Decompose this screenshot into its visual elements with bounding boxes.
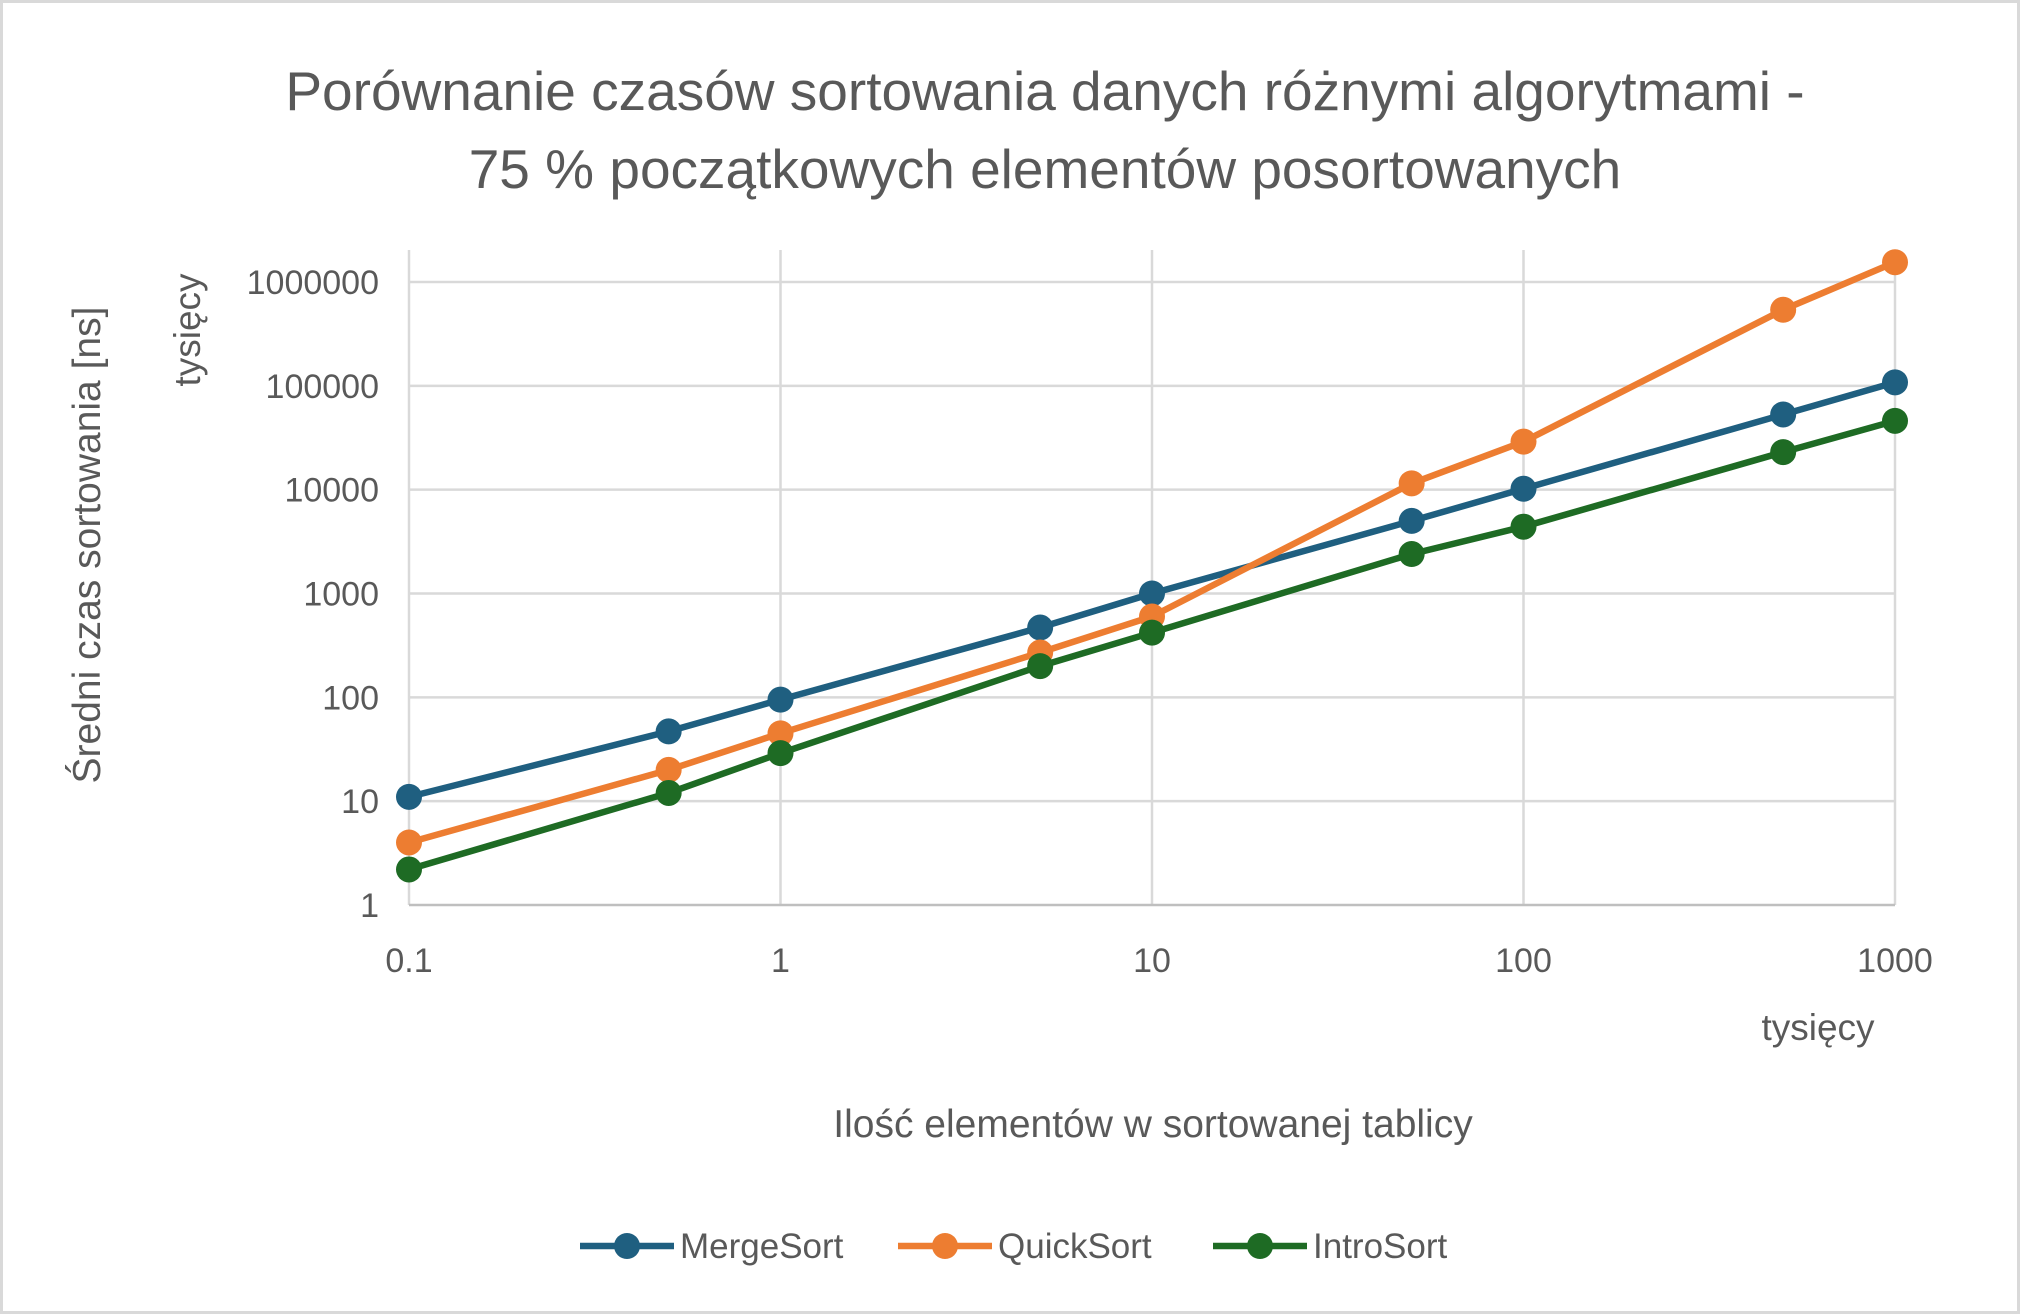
y-tick-label: 10	[341, 783, 379, 821]
data-point-introsort	[1398, 541, 1425, 568]
chart-title-line-1: Porównanie czasów sortowania danych różn…	[285, 60, 1804, 122]
data-point-introsort	[396, 856, 422, 883]
legend-label-quicksort: QuickSort	[998, 1227, 1152, 1266]
legend-marker-mergesort	[614, 1233, 640, 1259]
legend: MergeSort QuickSort IntroSort	[580, 1227, 1447, 1266]
data-point-mergesort	[1770, 401, 1797, 428]
data-point-quicksort	[396, 829, 422, 856]
data-point-quicksort	[1398, 470, 1425, 497]
x-tick-label: 1000	[1857, 942, 1933, 980]
series-mergesort	[396, 369, 1908, 810]
series-introsort	[396, 407, 1908, 883]
data-point-introsort	[1139, 619, 1165, 646]
x-tick-label: 0.1	[385, 942, 432, 980]
data-point-introsort	[767, 740, 794, 767]
y-tick-label: 1000	[303, 576, 379, 614]
y-axis-ticks: 1 10 100 1000 10000 100000 1000000	[247, 264, 379, 925]
data-point-mergesort	[396, 783, 422, 810]
legend-item-introsort: IntroSort	[1213, 1227, 1447, 1266]
y-tick-label: 1	[360, 887, 379, 925]
x-tick-label: 10	[1133, 942, 1171, 980]
y-axis-unit-label: tysięcy	[167, 273, 208, 387]
x-axis-ticks: 0.1 1 10 100 1000	[385, 942, 1932, 980]
data-point-introsort	[1882, 407, 1908, 434]
data-point-quicksort	[1770, 296, 1797, 323]
data-point-quicksort	[767, 720, 794, 747]
y-tick-label: 100000	[266, 368, 379, 406]
legend-label-mergesort: MergeSort	[680, 1227, 844, 1266]
y-tick-label: 1000000	[247, 264, 379, 302]
legend-marker-introsort	[1247, 1233, 1273, 1259]
series-layer	[396, 249, 1908, 883]
data-point-quicksort	[1510, 428, 1537, 455]
x-tick-label: 1	[771, 942, 790, 980]
data-point-introsort	[1770, 439, 1797, 466]
data-point-quicksort	[1882, 249, 1908, 276]
data-point-mergesort	[1510, 475, 1537, 502]
y-tick-label: 10000	[284, 472, 379, 510]
data-point-mergesort	[1398, 507, 1425, 534]
data-point-introsort	[1510, 513, 1537, 540]
chart-title-line-2: 75 % początkowych elementów posortowanyc…	[469, 138, 1622, 200]
data-point-mergesort	[1027, 614, 1054, 641]
data-point-introsort	[655, 779, 682, 806]
y-tick-label: 100	[322, 679, 379, 717]
legend-item-quicksort: QuickSort	[898, 1227, 1152, 1266]
legend-label-introsort: IntroSort	[1313, 1227, 1447, 1266]
data-point-quicksort	[655, 756, 682, 783]
y-axis-title: Średni czas sortowania [ns]	[64, 307, 109, 784]
x-axis-unit-label: tysięcy	[1761, 1007, 1875, 1048]
data-point-mergesort	[1139, 580, 1165, 607]
data-point-mergesort	[655, 718, 682, 745]
data-point-mergesort	[767, 686, 794, 713]
x-axis-title: Ilość elementów w sortowanej tablicy	[833, 1103, 1473, 1146]
data-point-mergesort	[1882, 369, 1908, 396]
x-tick-label: 100	[1495, 942, 1552, 980]
legend-marker-quicksort	[932, 1233, 958, 1259]
legend-item-mergesort: MergeSort	[580, 1227, 844, 1266]
data-point-introsort	[1027, 653, 1054, 680]
